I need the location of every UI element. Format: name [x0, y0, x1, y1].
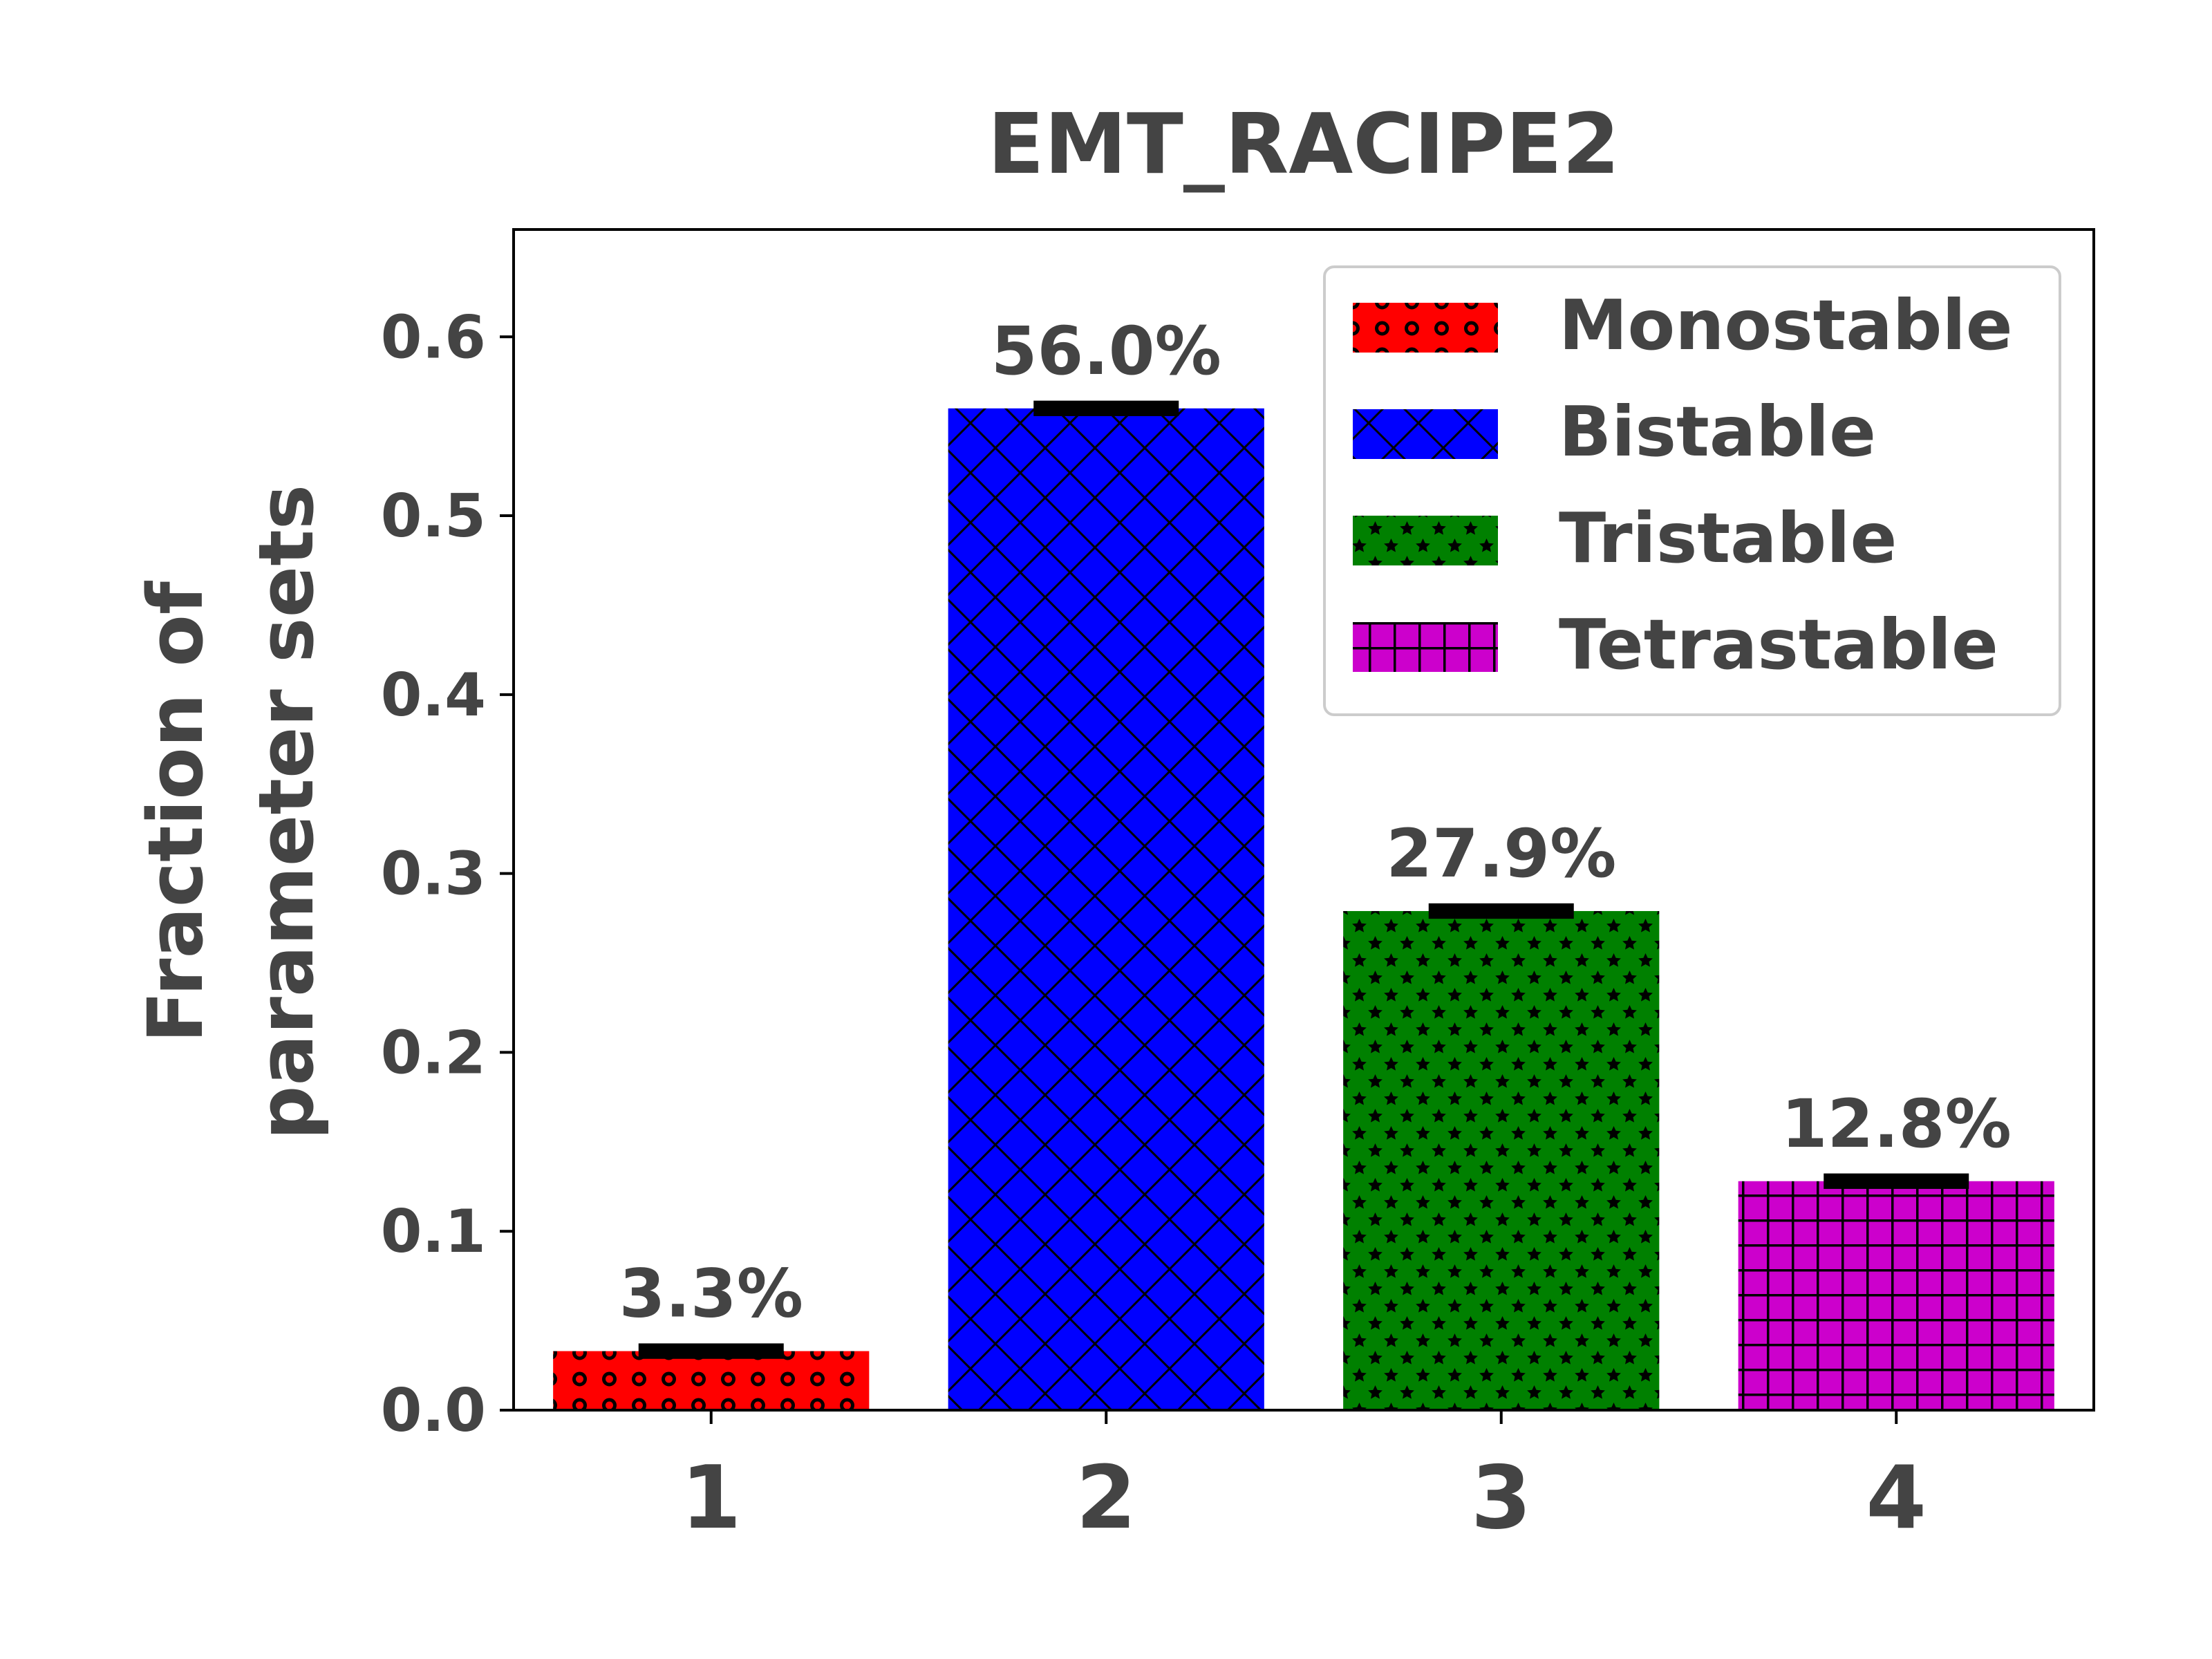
y-axis-label-line-1: Fraction of — [131, 581, 220, 1043]
y-tick-label: 0.6 — [381, 303, 486, 372]
data-label-2: 56.0% — [991, 312, 1221, 390]
legend-swatch-tristable — [1353, 516, 1498, 565]
x-tick-label: 2 — [1076, 1447, 1136, 1548]
legend-swatch-tetrastable — [1353, 622, 1498, 672]
legend-label-tetrastable: Tetrastable — [1559, 604, 1998, 685]
y-tick-label: 0.0 — [381, 1376, 486, 1445]
bar-4 — [1738, 1181, 2054, 1410]
y-tick-label: 0.3 — [381, 840, 486, 909]
data-labels: 3.3% 56.0% 27.9% 12.8% — [619, 312, 2012, 1333]
error-bar-4 — [1824, 1173, 1969, 1189]
legend-swatch-monostable — [1353, 303, 1498, 353]
chart-title: EMT_RACIPE2 — [988, 97, 1620, 193]
y-axis: 0.0 0.1 0.2 0.3 0.4 0.5 0.6 — [381, 303, 514, 1445]
x-tick-label: 3 — [1471, 1447, 1532, 1548]
bar-2 — [948, 408, 1264, 1411]
y-tick-label: 0.2 — [381, 1018, 486, 1087]
legend-label-tristable: Tristable — [1559, 498, 1897, 579]
x-tick-label: 1 — [681, 1447, 742, 1548]
legend-box — [1323, 265, 2061, 716]
legend-swatch-bistable — [1353, 409, 1498, 459]
y-tick-label: 0.4 — [381, 661, 486, 730]
y-tick-label: 0.5 — [381, 482, 486, 551]
data-label-1: 3.3% — [619, 1255, 803, 1333]
data-label-3: 27.9% — [1386, 815, 1616, 892]
y-axis-label-line-2: parameter sets — [242, 485, 330, 1141]
legend-label-monostable: Monostable — [1559, 285, 2013, 366]
legend-label-bistable: Bistable — [1559, 391, 1876, 472]
data-label-4: 12.8% — [1781, 1085, 2012, 1163]
error-bar-2 — [1033, 400, 1179, 416]
y-tick-label: 0.1 — [381, 1197, 486, 1266]
error-bar-3 — [1428, 903, 1574, 919]
y-axis-label: Fraction of parameter sets — [131, 485, 330, 1141]
plot-frame — [512, 228, 2095, 1412]
x-axis: 1 2 3 4 — [681, 1410, 1927, 1548]
legend: Monostable Bistable Tristable Tetrastable — [1323, 265, 2061, 716]
bars — [553, 400, 2054, 1411]
error-bar-1 — [638, 1343, 784, 1359]
bar-3 — [1343, 910, 1660, 1410]
bar-1 — [553, 1351, 870, 1410]
x-tick-label: 4 — [1866, 1447, 1927, 1548]
